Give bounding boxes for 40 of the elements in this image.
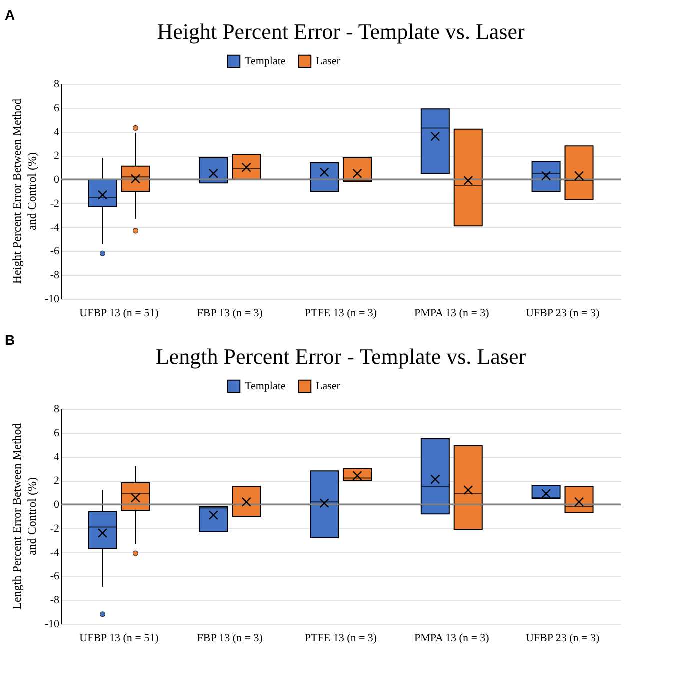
y-tick-label: 2 [54, 150, 60, 162]
x-tick-label: PTFE 13 (n = 3) [304, 632, 378, 644]
y-tick-label: 8 [54, 404, 60, 416]
legend-label: Template [245, 55, 286, 68]
y-tick-label: 2 [54, 475, 60, 488]
x-tick-label: PMPA 13 (n = 3) [414, 308, 490, 320]
y-tick-label: 4 [54, 126, 60, 138]
chart-title: Height Percent Error - Template vs. Laser [157, 19, 526, 44]
y-tick-label: 0 [54, 174, 60, 186]
x-tick-label: PTFE 13 (n = 3) [304, 308, 378, 320]
y-tick-label: 6 [54, 427, 60, 440]
legend-label: Laser [316, 55, 341, 68]
x-tick-label: FBP 13 (n = 3) [197, 632, 264, 644]
y-tick-label: -2 [50, 522, 60, 535]
y-tick-label: -6 [50, 246, 60, 258]
y-tick-label: -2 [50, 198, 60, 210]
y-tick-label: 8 [54, 78, 60, 90]
x-tick-label: UFBP 23 (n = 3) [526, 632, 600, 644]
y-tick-label: 0 [54, 499, 60, 512]
text: B [5, 332, 16, 348]
y-tick-label: -8 [50, 594, 60, 607]
y-axis-title: Length Percent Error Between Method and Control (%) [10, 423, 39, 610]
x-tick-label: UFBP 13 (n = 51) [80, 308, 160, 320]
y-tick-label: -10 [44, 294, 60, 306]
y-tick-label: -4 [50, 222, 60, 234]
chart-title: Length Percent Error - Template vs. Laser [156, 344, 527, 369]
legend-label: Laser [316, 380, 341, 392]
y-tick-label: 6 [54, 102, 60, 114]
text: A [5, 7, 16, 23]
y-tick-label: 4 [54, 451, 60, 464]
y-tick-label: -4 [50, 546, 60, 559]
x-tick-label: FBP 13 (n = 3) [197, 308, 264, 320]
y-tick-label: -6 [50, 570, 60, 583]
x-tick-label: PMPA 13 (n = 3) [414, 632, 490, 644]
x-tick-label: UFBP 13 (n = 51) [80, 632, 160, 644]
x-tick-label: UFBP 23 (n = 3) [526, 308, 600, 320]
y-tick-label: -8 [50, 270, 60, 282]
y-axis-title: Height Percent Error Between Method and Control (%) [10, 98, 39, 284]
legend-label: Template [245, 380, 286, 392]
y-tick-label: -10 [44, 618, 60, 630]
